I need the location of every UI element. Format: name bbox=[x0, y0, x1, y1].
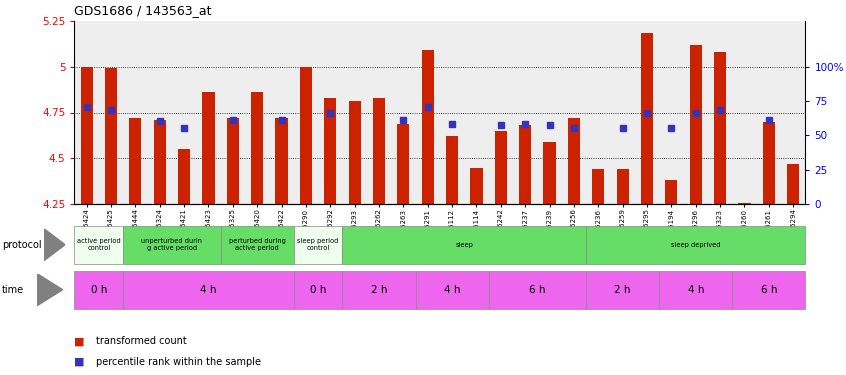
Bar bbox=[617, 170, 629, 204]
Text: 2 h: 2 h bbox=[371, 285, 387, 295]
Bar bbox=[586, 226, 805, 264]
Bar bbox=[489, 271, 586, 309]
Bar bbox=[659, 271, 733, 309]
Bar bbox=[343, 271, 415, 309]
Bar bbox=[641, 33, 653, 204]
Bar bbox=[294, 271, 343, 309]
Text: 6 h: 6 h bbox=[529, 285, 546, 295]
Bar bbox=[74, 226, 124, 264]
Bar bbox=[324, 98, 337, 204]
Bar bbox=[446, 136, 459, 204]
Text: sleep deprived: sleep deprived bbox=[671, 242, 721, 248]
Bar bbox=[343, 226, 586, 264]
Bar bbox=[592, 170, 604, 204]
Text: 0 h: 0 h bbox=[91, 285, 107, 295]
Bar bbox=[74, 271, 124, 309]
Bar bbox=[398, 123, 409, 204]
Polygon shape bbox=[37, 274, 63, 306]
Bar bbox=[787, 164, 799, 204]
Text: sleep period
control: sleep period control bbox=[298, 238, 338, 251]
Bar bbox=[733, 271, 805, 309]
Text: active period
control: active period control bbox=[77, 238, 121, 251]
Bar bbox=[763, 122, 775, 204]
Bar bbox=[276, 118, 288, 204]
Bar bbox=[415, 271, 489, 309]
Text: perturbed during
active period: perturbed during active period bbox=[228, 238, 286, 251]
Bar bbox=[586, 271, 659, 309]
Polygon shape bbox=[44, 229, 65, 261]
Bar bbox=[470, 168, 482, 204]
Bar bbox=[202, 92, 215, 204]
Bar bbox=[80, 67, 93, 204]
Bar bbox=[568, 118, 580, 204]
Bar bbox=[739, 202, 750, 204]
Bar bbox=[221, 226, 294, 264]
Text: 4 h: 4 h bbox=[688, 285, 704, 295]
Bar bbox=[373, 98, 385, 204]
Text: time: time bbox=[2, 285, 24, 295]
Bar bbox=[294, 226, 343, 264]
Text: 0 h: 0 h bbox=[310, 285, 327, 295]
Bar bbox=[689, 45, 702, 204]
Bar bbox=[714, 52, 726, 204]
Bar bbox=[129, 118, 141, 204]
Text: transformed count: transformed count bbox=[96, 336, 186, 346]
Bar bbox=[543, 142, 556, 204]
Bar bbox=[154, 120, 166, 204]
Bar bbox=[178, 149, 190, 204]
Bar bbox=[421, 50, 434, 204]
Text: 4 h: 4 h bbox=[201, 285, 217, 295]
Text: GDS1686 / 143563_at: GDS1686 / 143563_at bbox=[74, 4, 212, 17]
Bar bbox=[665, 180, 678, 204]
Bar bbox=[124, 226, 221, 264]
Bar bbox=[124, 271, 294, 309]
Bar bbox=[227, 118, 239, 204]
Text: 2 h: 2 h bbox=[614, 285, 631, 295]
Text: protocol: protocol bbox=[2, 240, 41, 250]
Bar bbox=[105, 68, 117, 204]
Bar bbox=[299, 67, 312, 204]
Text: 4 h: 4 h bbox=[444, 285, 460, 295]
Text: 6 h: 6 h bbox=[761, 285, 777, 295]
Bar bbox=[349, 102, 360, 204]
Text: ■: ■ bbox=[74, 357, 85, 367]
Text: ■: ■ bbox=[74, 336, 85, 346]
Bar bbox=[519, 125, 531, 204]
Text: percentile rank within the sample: percentile rank within the sample bbox=[96, 357, 261, 367]
Text: sleep: sleep bbox=[455, 242, 473, 248]
Bar bbox=[495, 131, 507, 204]
Text: unperturbed durin
g active period: unperturbed durin g active period bbox=[141, 238, 202, 251]
Bar bbox=[251, 92, 263, 204]
